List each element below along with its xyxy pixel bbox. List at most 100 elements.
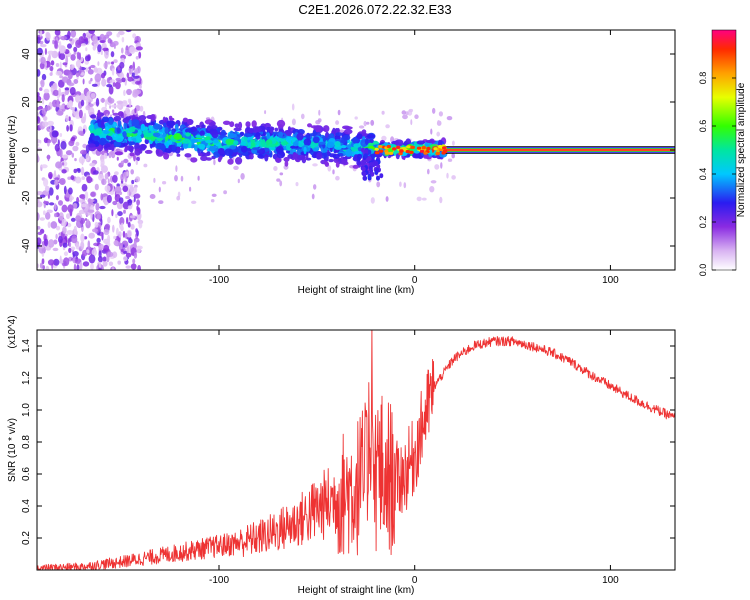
band-blob bbox=[312, 136, 320, 144]
band-blob bbox=[287, 154, 294, 159]
noise-blob bbox=[90, 263, 94, 270]
noise-blob bbox=[37, 36, 41, 44]
faint-blob bbox=[421, 197, 427, 201]
noise-blob bbox=[75, 60, 81, 68]
noise-blob bbox=[97, 44, 102, 53]
noise-blob bbox=[53, 239, 58, 245]
band-blob bbox=[115, 135, 124, 143]
band-blob bbox=[217, 157, 222, 163]
noise-blob bbox=[51, 130, 59, 138]
band-blob bbox=[286, 143, 292, 151]
noise-blob bbox=[84, 55, 91, 62]
noise-blob bbox=[92, 170, 99, 175]
band-peak bbox=[388, 151, 394, 155]
faint-blob bbox=[135, 160, 138, 165]
noise-blob bbox=[101, 78, 107, 87]
noise-blob bbox=[43, 210, 46, 216]
noise-blob bbox=[127, 230, 132, 238]
noise-blob bbox=[82, 78, 85, 85]
noise-blob bbox=[119, 72, 125, 80]
noise-blob bbox=[127, 162, 131, 167]
band-blob bbox=[116, 127, 121, 134]
faint-blob bbox=[337, 109, 341, 116]
band-blob bbox=[138, 115, 147, 121]
band-blob bbox=[211, 125, 218, 130]
noise-blob bbox=[129, 215, 136, 219]
snr-xtick-label: 100 bbox=[602, 575, 619, 586]
noise-blob bbox=[100, 265, 104, 270]
noise-blob bbox=[111, 267, 115, 270]
noise-blob bbox=[70, 175, 75, 181]
noise-blob bbox=[112, 82, 116, 87]
noise-blob bbox=[37, 95, 42, 102]
noise-blob bbox=[63, 251, 69, 256]
noise-blob bbox=[69, 87, 76, 96]
band-blob bbox=[323, 125, 330, 133]
faint-blob bbox=[416, 196, 422, 202]
noise-blob bbox=[132, 33, 137, 39]
faint-blob bbox=[233, 165, 239, 170]
noise-blob bbox=[100, 72, 106, 79]
noise-blob bbox=[133, 75, 140, 79]
spectrogram-xtick-label: 100 bbox=[602, 275, 619, 286]
faint-blob bbox=[430, 128, 433, 135]
noise-blob bbox=[130, 263, 137, 270]
snr-series-line bbox=[37, 330, 675, 570]
noise-blob bbox=[55, 63, 60, 67]
noise-blob bbox=[108, 85, 114, 95]
noise-blob bbox=[45, 32, 51, 41]
faint-blob bbox=[264, 110, 267, 115]
noise-blob bbox=[42, 121, 49, 127]
noise-blob bbox=[134, 89, 142, 95]
faint-blob bbox=[385, 124, 390, 129]
noise-blob bbox=[37, 212, 40, 221]
noise-blob bbox=[62, 226, 67, 234]
noise-blob bbox=[122, 185, 129, 193]
band-blob bbox=[347, 145, 351, 149]
noise-blob bbox=[39, 62, 45, 70]
band-blob bbox=[235, 157, 243, 165]
faint-blob bbox=[279, 172, 284, 176]
band-blob bbox=[366, 134, 376, 139]
noise-blob bbox=[102, 261, 108, 267]
noise-blob bbox=[136, 199, 141, 206]
noise-blob bbox=[75, 176, 82, 184]
band-blob bbox=[249, 153, 254, 160]
faint-blob bbox=[327, 165, 332, 172]
faint-blob bbox=[315, 120, 321, 125]
band-blob bbox=[258, 148, 266, 155]
noise-blob bbox=[61, 218, 67, 227]
noise-blob bbox=[39, 194, 46, 198]
band-blob bbox=[144, 149, 153, 154]
band-blob bbox=[182, 117, 188, 123]
noise-blob bbox=[79, 209, 84, 214]
noise-blob bbox=[74, 158, 77, 162]
snr-ytick-label: 0.2 bbox=[21, 531, 32, 545]
noise-blob bbox=[104, 223, 111, 230]
noise-blob bbox=[37, 92, 40, 97]
noise-blob bbox=[84, 96, 88, 101]
snr-panel: -100 0 100 0.2 0.4 0.6 0.8 1.0 1.2 1.4 Height of … bbox=[7, 315, 676, 596]
band-blob bbox=[334, 141, 341, 148]
band-blob bbox=[199, 130, 205, 137]
faint-blob bbox=[162, 181, 167, 185]
band-blob bbox=[285, 129, 292, 136]
band-blob bbox=[316, 152, 323, 160]
noise-blob bbox=[37, 143, 40, 147]
noise-blob bbox=[115, 81, 121, 90]
noise-blob bbox=[137, 265, 141, 270]
band-blob bbox=[205, 139, 214, 144]
noise-blob bbox=[80, 72, 85, 76]
band-blob bbox=[376, 175, 380, 181]
noise-blob bbox=[133, 252, 138, 259]
band-blob bbox=[264, 122, 271, 129]
noise-blob bbox=[92, 213, 95, 223]
noise-blob bbox=[98, 250, 102, 258]
faint-blob bbox=[175, 165, 178, 173]
faint-blob bbox=[403, 182, 407, 189]
band-blob bbox=[261, 139, 266, 147]
steady-line bbox=[444, 149, 675, 151]
band-blob bbox=[222, 120, 231, 126]
snr-ytick-label: 1.4 bbox=[21, 339, 32, 353]
band-blob bbox=[98, 137, 107, 146]
